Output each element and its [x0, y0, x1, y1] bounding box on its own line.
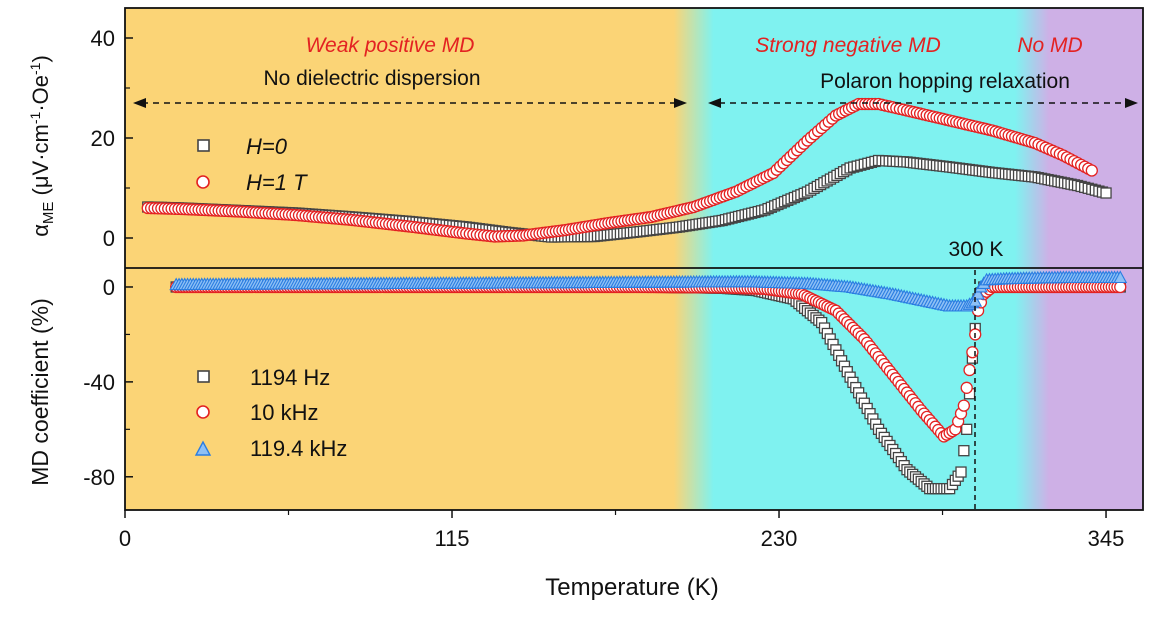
- data-point-3-280: [966, 346, 979, 359]
- legend-top: H=0 H=1 T: [196, 134, 308, 195]
- y-top-tick-label: 20: [91, 126, 115, 151]
- background-regions: [125, 8, 1143, 510]
- data-point-2-278: [961, 423, 973, 435]
- region-background: [125, 8, 1143, 510]
- legend-marker-h1: [196, 175, 210, 189]
- region-label-no-md: No MD: [1017, 34, 1082, 57]
- y-bottom-tick-label: -80: [83, 465, 115, 490]
- y-axis-label-bottom: MD coefficient (%): [27, 298, 53, 485]
- data-point-3-332: [1114, 280, 1127, 294]
- x-tick-label: 0: [119, 526, 131, 551]
- x-tick-label: 230: [761, 526, 798, 551]
- arrow-weak-region: [133, 98, 687, 108]
- data-point-3-277: [957, 399, 971, 412]
- series-h-1-t: [141, 97, 1098, 243]
- legend-marker-h0: [197, 139, 210, 152]
- plot-frame: [124, 7, 1144, 511]
- legend-marker-119khz: [194, 440, 212, 456]
- region-label-weak-positive: Weak positive MD: [306, 34, 475, 57]
- data-point-4-282: [971, 286, 985, 300]
- data-point-3-278: [960, 381, 973, 394]
- y-bottom-tick-label: -40: [83, 370, 115, 395]
- y-bottom-tick-label: 0: [103, 275, 115, 300]
- data-point-1-281: [1085, 164, 1098, 177]
- x-tick-label: 115: [434, 526, 469, 551]
- legend-label-h1: H=1 T: [246, 170, 308, 195]
- legend-marker-10khz: [196, 405, 210, 419]
- legend-label-119khz: 119.4 kHz: [250, 436, 347, 461]
- legend-label-h0: H=0: [246, 134, 288, 159]
- y-top-tick-label: 0: [103, 226, 115, 251]
- region-sublabel-polaron: Polaron hopping relaxation: [820, 70, 1070, 93]
- axes: 0 20 40 0 -40 -80 0 115 230 345: [83, 7, 1144, 551]
- y-top-tick-label: 40: [91, 26, 115, 51]
- plot-marks: [141, 97, 1128, 495]
- data-point-0-288: [1100, 187, 1112, 199]
- x-tick-label: 345: [1088, 526, 1125, 551]
- y-axis-label-top: αME (μV·cm-1·Oe-1): [27, 55, 57, 237]
- region-sublabel-no-dispersion: No dielectric dispersion: [263, 67, 480, 90]
- series-119-4-khz: [169, 270, 1128, 312]
- data-point-2-276: [955, 466, 967, 478]
- legend-label-1194hz: 1194 Hz: [250, 365, 330, 390]
- legend-label-10khz: 10 kHz: [250, 400, 318, 425]
- data-point-3-279: [963, 363, 976, 377]
- legend-bottom: 1194 Hz 10 kHz 119.4 kHz: [194, 365, 347, 461]
- legend-marker-1194hz: [197, 370, 210, 383]
- data-point-2-277: [958, 445, 970, 457]
- arrow-polaron-region: [708, 98, 1138, 108]
- region-label-strong-negative: Strong negative MD: [755, 34, 941, 57]
- annotation-300k: 300 K: [949, 238, 1004, 261]
- data-point-4-332: [1113, 270, 1128, 284]
- x-axis-label: Temperature (K): [545, 574, 718, 601]
